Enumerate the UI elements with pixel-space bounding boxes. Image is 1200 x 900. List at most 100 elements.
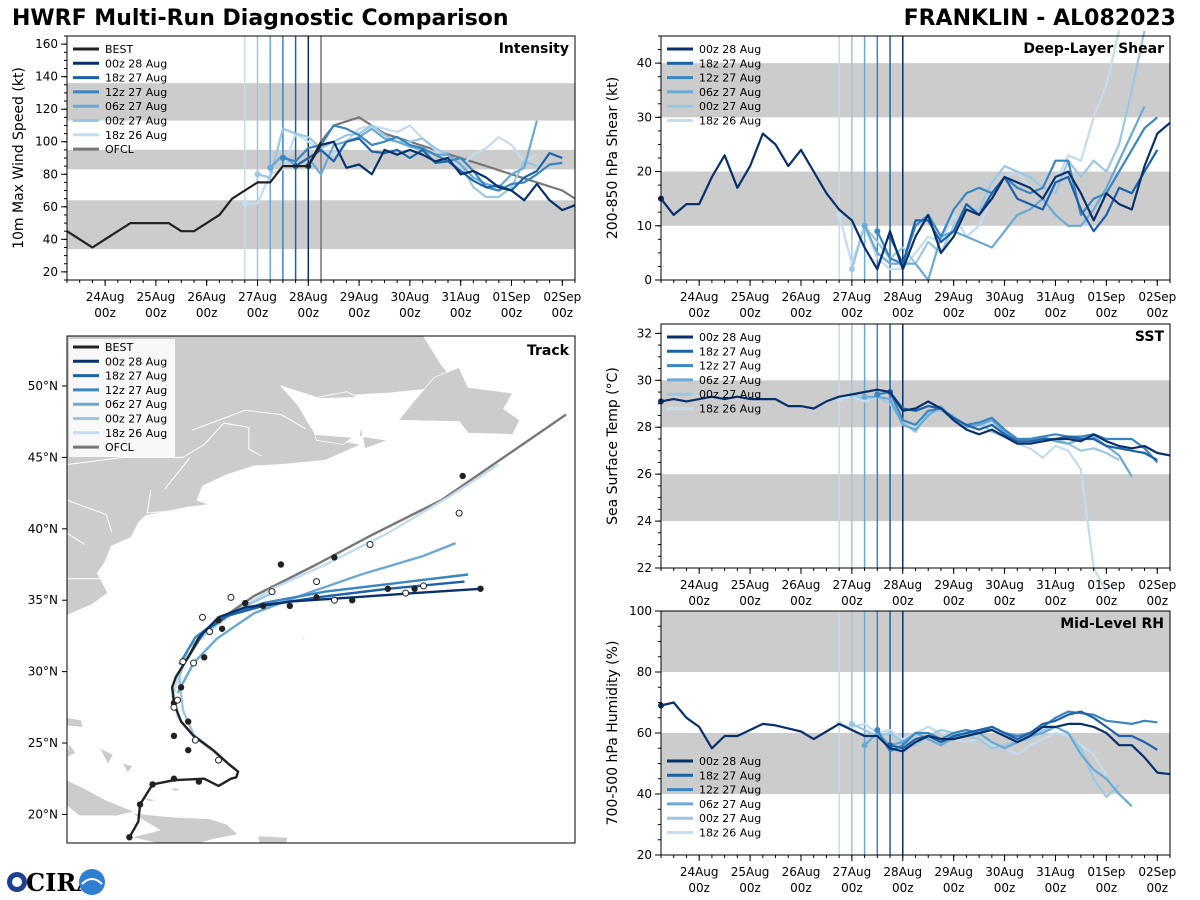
cira-logo-badge-icon [79,869,105,895]
rh-x-tick-sublabel: 00z [688,881,710,895]
intensity-y-tick-label: 80 [43,167,58,181]
track-forecast-point-open [206,628,214,636]
state-border [146,490,178,514]
shear-init-point-00z-27-aug [848,266,855,273]
track-forecast-point-open [179,658,187,666]
track-legend-bg [69,339,175,457]
shear-init-point-12z-27-aug [874,228,881,235]
shear-x-tick-label: 26Aug [782,290,821,304]
cira-logo: CIRA [6,866,106,898]
state-border [67,422,262,465]
sst-x-tick-label: 29Aug [934,578,973,592]
intensity-series-12z-27-aug [282,124,563,192]
intensity-x-tick-label: 28Aug [289,290,328,304]
intensity-x-tick-label: 01Sep [493,290,531,304]
rh-x-tick-sublabel: 00z [892,881,914,895]
landmass [141,796,158,803]
track-best-point [170,775,178,782]
sst-x-tick-label: 01Sep [1087,578,1125,592]
rh-x-tick-label: 31Aug [1036,865,1075,879]
rh-x-axis: 24Aug 00z 25Aug 00z 26Aug 00z 27Aug 00z 28Aug 00z… [660,855,1176,895]
intensity-y-tick-label: 140 [35,70,58,84]
cira-logo-eye-icon [12,877,22,887]
shear-y-axis: 0 10 20 30 40 200-850 hPa Shear (kt) [605,35,661,287]
rh-legend-label-00z-28-aug: 00z 28 Aug [699,755,761,768]
shear-series-00z-28-aug [660,121,1171,271]
rh-x-tick-label: 24Aug [680,865,719,879]
track-forecast-point [459,472,466,480]
track-legend-label-06z-27-aug: 06z 27 Aug [105,398,167,411]
track-legend-label-best: BEST [105,341,133,354]
shear-series-06z-27-aug [863,106,1146,282]
rh-series [658,701,1171,807]
landmass [352,854,359,861]
shear-shade-band [661,63,1170,118]
sst-y-tick-label: 24 [637,514,652,528]
sst-y-label: Sea Surface Temp (°C) [605,367,621,525]
state-border [191,409,307,431]
sst-x-tick-sublabel: 00z [892,594,914,608]
rh-init-point-12z-27-aug [874,726,881,733]
shear-x-tick-label: 29Aug [934,290,973,304]
shear-x-tick-sublabel: 00z [1146,306,1168,320]
intensity-legend-label-06z-27-aug: 06z 27 Aug [105,100,167,113]
chart-rh: 20 40 60 80 100 700-500 hPa Humidity (%) 24Aug… [605,604,1176,895]
shear-legend-label-00z-27-aug: 00z 27 Aug [699,100,761,113]
rh-x-tick-sublabel: 00z [943,881,965,895]
landmass [67,741,77,758]
track-best-point [136,801,144,808]
rh-y-tick-label: 100 [629,604,652,618]
intensity-y-axis: 20 40 60 80 100 120 140 160 10m Max Wind Speed (… [11,35,67,281]
rh-x-tick-label: 25Aug [731,865,770,879]
intensity-series-18z-26-aug [244,124,538,205]
intensity-series [66,116,576,249]
chart-intensity: 20 40 60 80 100 120 140 160 10m Max Wind Speed (… [11,35,581,320]
shear-series-18z-26-aug [838,30,1121,271]
track-forecast-point-open [455,509,463,517]
rh-title: Mid-Level RH [1060,616,1164,632]
track-frame [66,335,576,844]
rh-legend-label-18z-26-aug: 18z 26 Aug [699,827,761,840]
track-forecast-point [215,617,222,624]
track-lat-axis: 20°N 25°N 30°N 35°N 40°N 45°N 50°N [28,379,67,821]
intensity-x-tick-label: 29Aug [340,290,379,304]
track-forecast-point-open [190,659,198,667]
track-forecast-point [259,602,267,610]
rh-legend-label-12z-27-aug: 12z 27 Aug [699,784,761,797]
track-legend-label-12z-27-aug: 12z 27 Aug [105,384,167,397]
state-border [67,499,113,532]
track-lat-label: 20°N [28,807,58,821]
rh-x-tick-sublabel: 00z [1146,881,1168,895]
track-best-point [170,732,178,740]
intensity-x-tick-label: 02Sep [543,290,581,304]
rh-x-tick-sublabel: 00z [739,881,761,895]
rh-x-tick-label: 29Aug [934,865,973,879]
track-forecast-point-open [330,596,338,604]
sst-series-12z-27-aug [877,390,1159,464]
shear-init-point-06z-27-aug [861,222,868,229]
sst-x-tick-label: 28Aug [883,578,922,592]
track-lat-label: 45°N [28,450,58,464]
intensity-y-tick-label: 120 [35,102,58,116]
track-legend-label-18z-26-aug: 18z 26 Aug [105,427,167,440]
track-best-point [195,778,203,785]
landmass [358,425,388,450]
sst-init-lines [838,324,904,568]
shear-title: Deep-Layer Shear [1023,41,1164,57]
track-forecast-point-open [191,736,199,744]
sst-legend-label-06z-27-aug: 06z 27 Aug [699,374,761,387]
shear-init-point-18z-26-aug [836,211,843,218]
intensity-x-tick-label: 31Aug [441,290,480,304]
track-forecast-point-open [366,541,374,549]
intensity-y-tick-label: 60 [43,200,58,214]
track-legend-label-00z-27-aug: 00z 27 Aug [105,413,167,426]
shear-x-tick-label: 28Aug [883,290,922,304]
rh-series-00z-27-aug [851,722,1120,799]
intensity-y-tick-label: 160 [35,37,58,51]
shear-legend-label-18z-27-aug: 18z 27 Aug [699,57,761,70]
rh-legend-label-18z-27-aug: 18z 27 Aug [699,769,761,782]
rh-x-tick-sublabel: 00z [1096,881,1118,895]
intensity-legend-label-18z-26-aug: 18z 26 Aug [105,129,167,142]
track-best-point [177,684,185,691]
